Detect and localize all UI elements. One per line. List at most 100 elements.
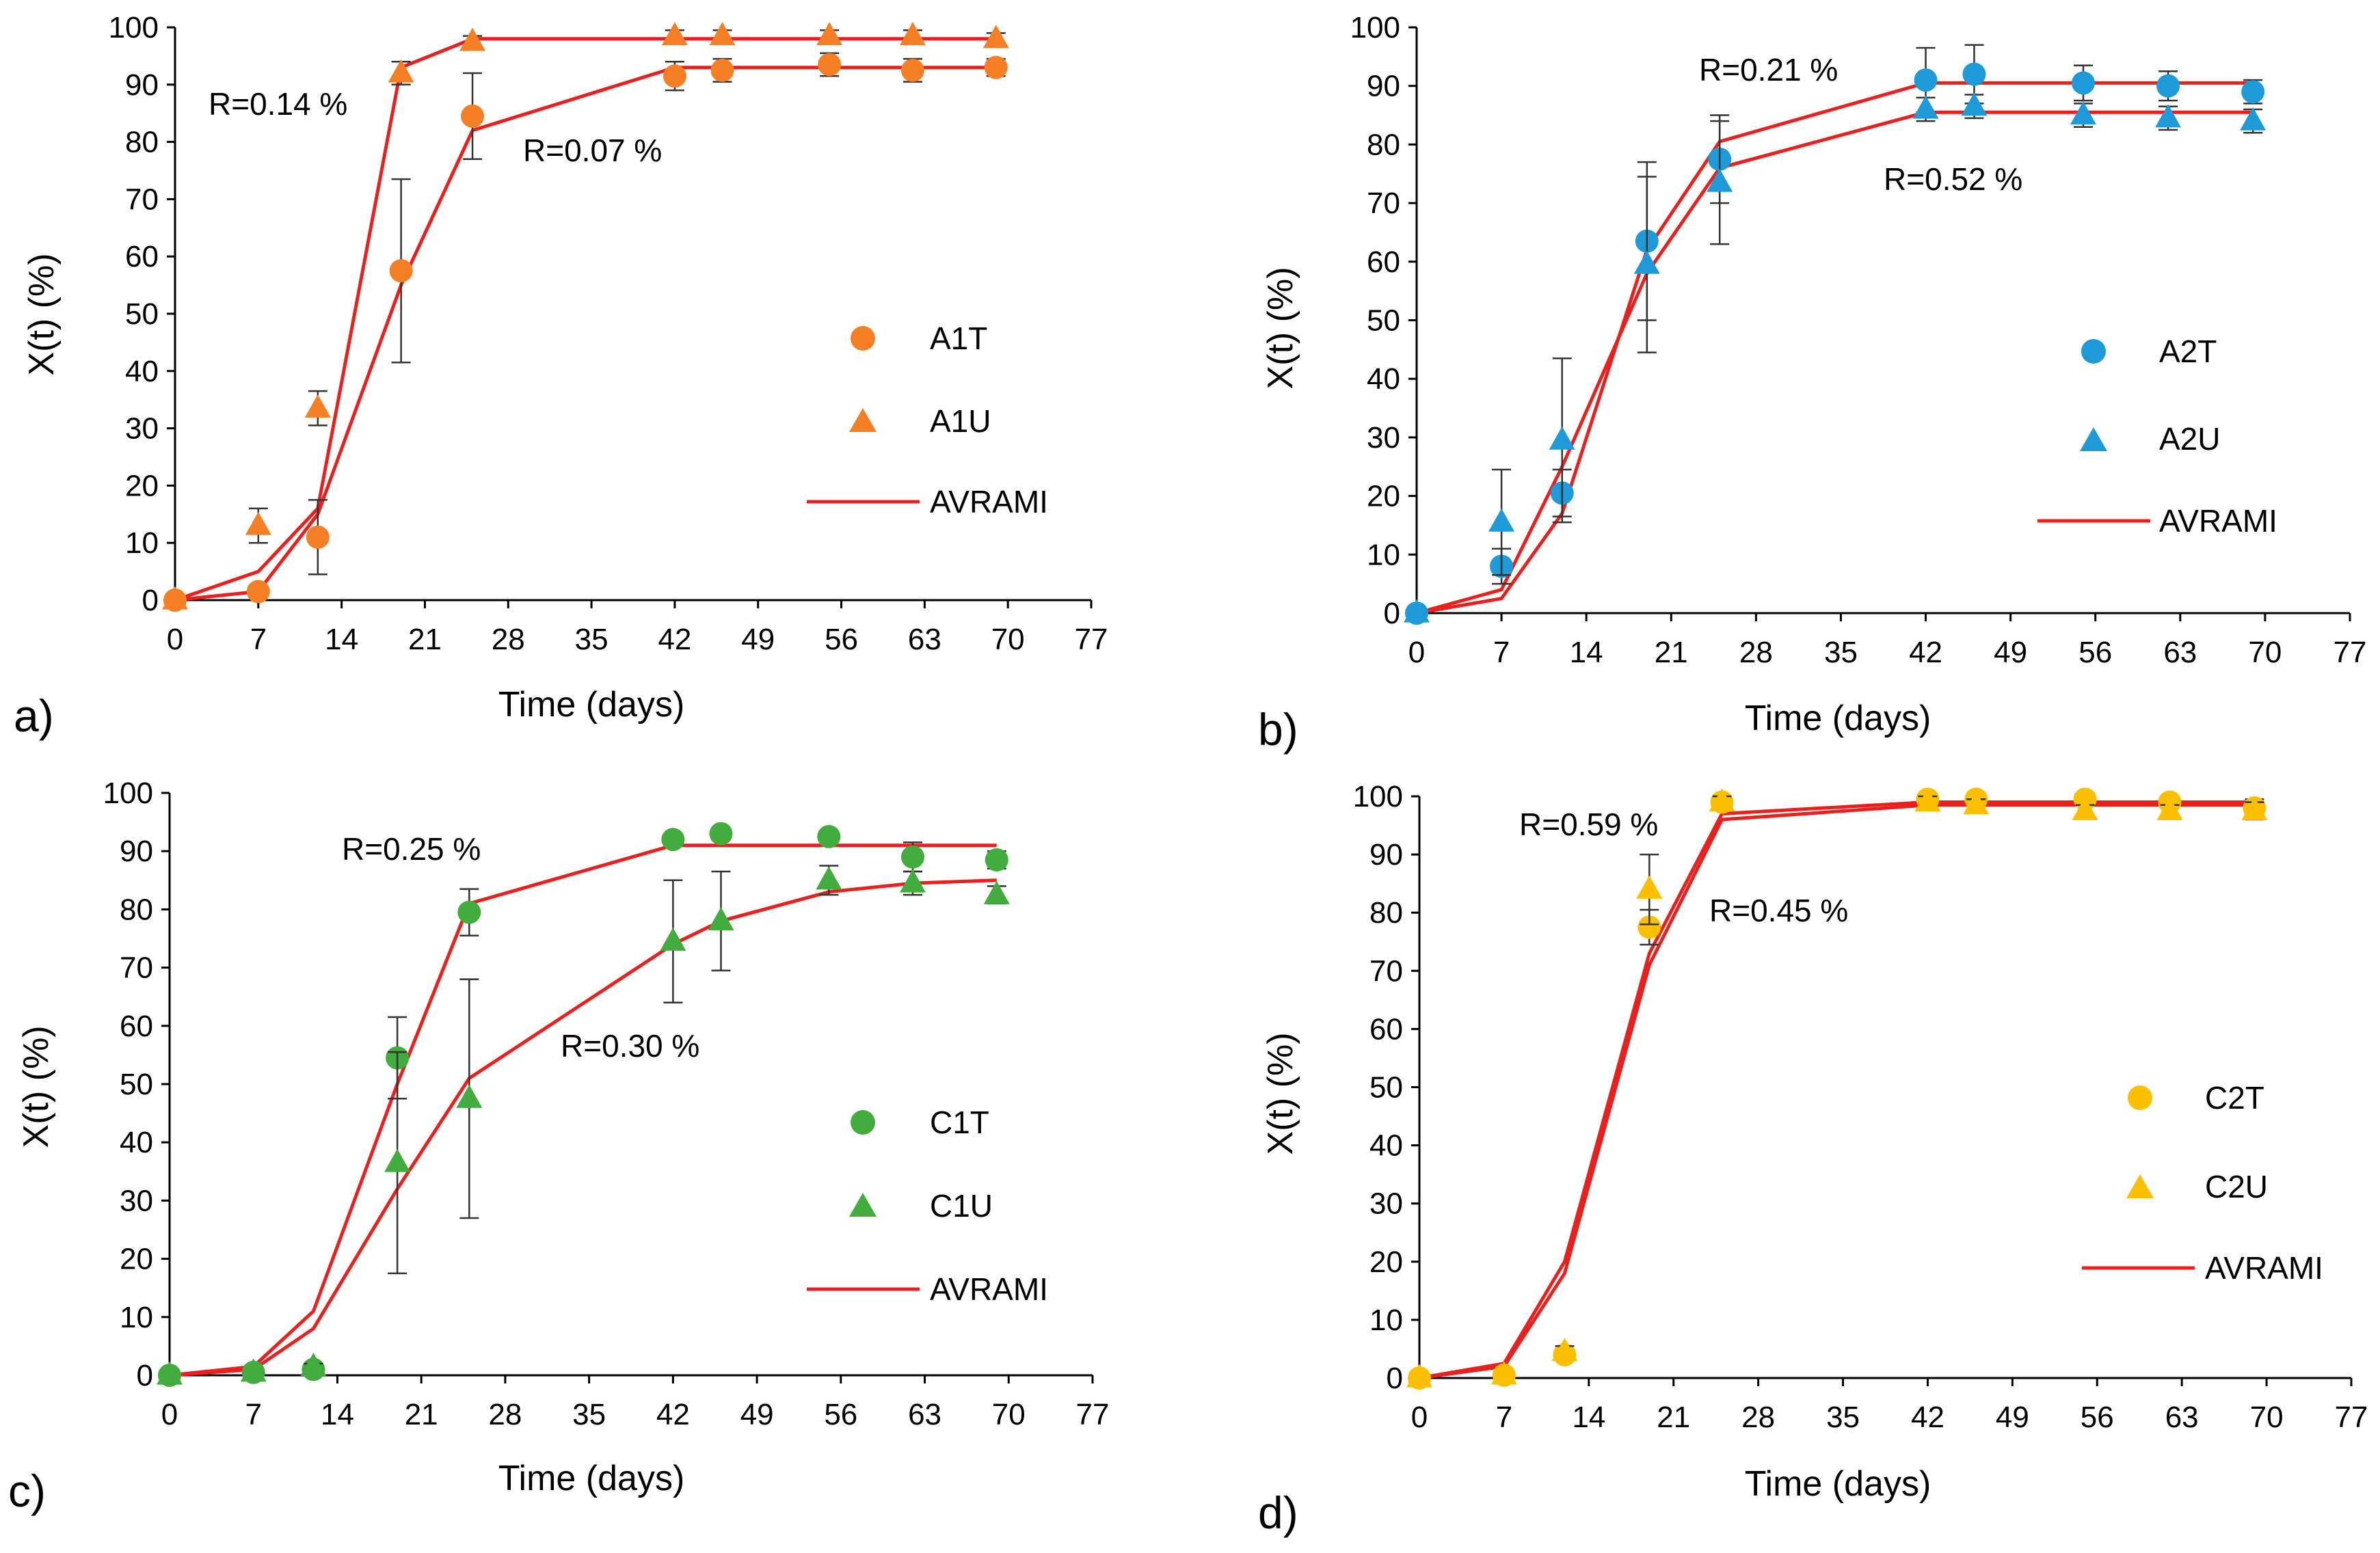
y-tick-label: 100 bbox=[103, 776, 153, 810]
x-tick-label: 49 bbox=[741, 623, 775, 656]
legend-marker-triangle-icon bbox=[2126, 1174, 2154, 1198]
data-point-C1U bbox=[300, 1352, 327, 1376]
data-point-A2U bbox=[2155, 104, 2182, 128]
data-point-C1T bbox=[901, 845, 925, 869]
data-point-A2U bbox=[1912, 95, 1939, 119]
x-tick-label: 28 bbox=[488, 1398, 522, 1431]
data-point-A1U bbox=[459, 27, 486, 51]
data-point-A2U bbox=[1404, 599, 1430, 623]
data-point-A2T bbox=[1962, 62, 1986, 86]
legend-entry-label: AVRAMI bbox=[2159, 503, 2277, 539]
y-tick-label: 80 bbox=[125, 126, 159, 159]
y-tick-label: 0 bbox=[142, 584, 159, 617]
y-tick-label: 0 bbox=[1387, 1362, 1403, 1395]
data-point-A2U bbox=[1707, 168, 1733, 192]
legend-marker-circle-icon bbox=[2081, 339, 2106, 364]
data-point-C1T bbox=[817, 824, 841, 848]
legend-entry-label: A1T bbox=[930, 321, 987, 356]
x-tick-label: 56 bbox=[2078, 636, 2112, 669]
x-tick-label: 56 bbox=[825, 623, 858, 656]
data-point-A2T bbox=[2156, 74, 2180, 98]
x-tick-label: 35 bbox=[575, 623, 609, 656]
data-point-C2U bbox=[1406, 1364, 1432, 1388]
y-axis-label: X(t) (%) bbox=[1261, 267, 1300, 389]
x-tick-label: 49 bbox=[740, 1398, 774, 1431]
x-tick-label: 35 bbox=[1826, 1401, 1860, 1434]
x-tick-label: 70 bbox=[992, 1398, 1026, 1431]
data-point-C1T bbox=[709, 822, 733, 846]
legend-marker-triangle-icon bbox=[2080, 427, 2107, 451]
y-tick-label: 100 bbox=[109, 11, 159, 44]
data-point-C1U bbox=[900, 869, 926, 893]
fit-annotation: R=0.59 % bbox=[1519, 807, 1658, 842]
legend-marker-triangle-icon bbox=[849, 1193, 877, 1217]
x-tick-label: 63 bbox=[908, 1398, 941, 1431]
legend-entry-label: AVRAMI bbox=[930, 1271, 1048, 1307]
data-point-A1T bbox=[306, 525, 330, 549]
data-point-C2U bbox=[1709, 788, 1735, 812]
y-axis-label: X(t) (%) bbox=[22, 253, 62, 375]
data-point-A1U bbox=[388, 59, 414, 83]
data-point-A1U bbox=[304, 394, 331, 418]
y-tick-label: 80 bbox=[1367, 128, 1400, 161]
x-tick-label: 14 bbox=[1570, 636, 1603, 669]
y-tick-label: 40 bbox=[125, 355, 159, 388]
x-tick-label: 77 bbox=[2334, 636, 2367, 669]
plot-area: 0 10 20 30 40 50 60 70 80 90 100 0 7 14 21 28 35 42 49 56 63… bbox=[1350, 11, 2367, 669]
data-point-C1T bbox=[457, 900, 481, 924]
avrami-fit-line bbox=[1419, 803, 2255, 1380]
avrami-fit-line bbox=[169, 878, 997, 1377]
data-point-A2U bbox=[1961, 92, 1988, 116]
data-point-C2U bbox=[1551, 1338, 1578, 1362]
x-tick-label: 0 bbox=[1411, 1401, 1428, 1434]
data-point-A1T bbox=[984, 55, 1008, 79]
data-point-C2U bbox=[1636, 875, 1663, 899]
plot-area: 0 10 20 30 40 50 60 70 80 90 100 0 7 14 21 28 35 42 49 56 63… bbox=[109, 11, 1108, 656]
data-point-C1U bbox=[240, 1358, 267, 1382]
legend: A2T A2U AVRAMI bbox=[2037, 334, 2277, 539]
data-point-C1U bbox=[157, 1361, 183, 1385]
y-tick-label: 70 bbox=[120, 951, 153, 985]
avrami-fit-line bbox=[1419, 800, 2255, 1380]
data-point-C2U bbox=[2156, 796, 2183, 820]
data-point-C2T bbox=[1637, 915, 1661, 939]
x-tick-label: 70 bbox=[2250, 1401, 2284, 1434]
y-tick-label: 20 bbox=[125, 469, 159, 502]
data-point-A2T bbox=[2241, 80, 2265, 104]
x-tick-label: 70 bbox=[2248, 636, 2282, 669]
x-tick-label: 56 bbox=[2081, 1401, 2114, 1434]
y-tick-label: 60 bbox=[125, 240, 159, 273]
legend-entry-label: C2U bbox=[2205, 1169, 2268, 1204]
x-tick-label: 49 bbox=[1994, 636, 2027, 669]
y-tick-label: 10 bbox=[1367, 538, 1400, 571]
x-tick-label: 42 bbox=[656, 1398, 690, 1431]
x-axis-label: Time (days) bbox=[1745, 699, 1931, 738]
x-tick-label: 70 bbox=[991, 623, 1025, 656]
legend-entry-label: C1T bbox=[930, 1105, 989, 1140]
data-point-C2U bbox=[2072, 796, 2098, 820]
y-tick-label: 30 bbox=[1369, 1187, 1403, 1221]
chart-panel-b: 0 10 20 30 40 50 60 70 80 90 100 0 7 14 21 28 35 42 49 56 63… bbox=[1258, 11, 2366, 755]
x-tick-label: 7 bbox=[1496, 1401, 1512, 1434]
legend-marker-triangle-icon bbox=[849, 408, 877, 432]
legend-entry-label: A1U bbox=[930, 403, 991, 439]
x-tick-label: 42 bbox=[658, 623, 691, 656]
chart-panel-a: 0 10 20 30 40 50 60 70 80 90 100 0 7 14 21 28 35 42 49 56 63… bbox=[14, 11, 1108, 741]
x-tick-label: 35 bbox=[572, 1398, 606, 1431]
data-point-A1T bbox=[900, 58, 924, 82]
x-tick-label: 0 bbox=[1408, 636, 1425, 669]
data-point-A2U bbox=[2240, 107, 2267, 131]
data-point-A1U bbox=[709, 22, 736, 46]
data-point-C1T bbox=[661, 828, 685, 852]
panel-label: c) bbox=[8, 1466, 46, 1516]
y-tick-label: 30 bbox=[125, 412, 159, 446]
legend-entry-label: A2U bbox=[2159, 421, 2220, 457]
x-tick-label: 14 bbox=[325, 623, 358, 656]
legend-marker-circle-icon bbox=[851, 326, 875, 351]
x-axis-label: Time (days) bbox=[498, 1459, 685, 1498]
fit-annotation: R=0.52 % bbox=[1884, 161, 2022, 197]
legend: C2T C2U AVRAMI bbox=[2082, 1080, 2323, 1286]
fit-annotation: R=0.30 % bbox=[561, 1028, 699, 1064]
x-tick-label: 35 bbox=[1824, 636, 1858, 669]
